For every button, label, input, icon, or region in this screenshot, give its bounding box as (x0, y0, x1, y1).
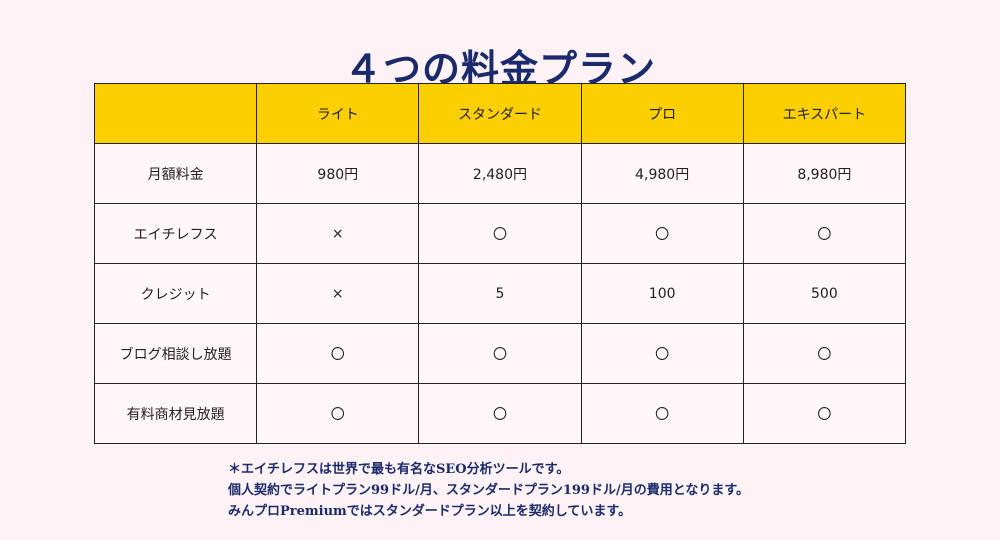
cell-value: 100 (580, 263, 744, 324)
cell-value: 980円 (256, 143, 420, 204)
cell-value: 4,980円 (580, 143, 744, 204)
row-label: 月額料金 (93, 143, 258, 204)
row-label: ブログ相談し放題 (93, 323, 258, 384)
table-body: 月額料金 980円 2,480円 4,980円 8,980円 エイチレフス × … (93, 143, 907, 444)
row-label: 有料商材見放題 (93, 383, 258, 444)
header-cell-standard: スタンダード (418, 83, 582, 144)
cell-value: 〇 (742, 323, 907, 384)
header-cell-light: ライト (256, 83, 420, 144)
footnote-line: ＊エイチレフスは世界で最も有名なSEO分析ツールです。 (228, 462, 570, 477)
table-header: ライト スタンダード プロ エキスパート (93, 83, 907, 144)
footnotes: ＊エイチレフスは世界で最も有名なSEO分析ツールです。 個人契約でライトプラン9… (228, 459, 928, 522)
cell-value: 〇 (418, 203, 582, 264)
header-cell-expert: エキスパート (742, 83, 907, 144)
cell-value: 〇 (580, 203, 744, 264)
cell-value: 〇 (256, 323, 420, 384)
cell-value: 500 (742, 263, 907, 324)
header-row: ライト スタンダード プロ エキスパート (93, 83, 907, 144)
table-row-credits: クレジット × 5 100 500 (93, 263, 907, 324)
cell-value: 2,480円 (418, 143, 582, 204)
header-cell-pro: プロ (580, 83, 744, 144)
footnote-line: みんプロPremiumではスタンダードプラン以上を契約しています。 (228, 504, 632, 519)
row-label: エイチレフス (93, 203, 258, 264)
table-row-blog-consult: ブログ相談し放題 〇 〇 〇 〇 (93, 323, 907, 384)
row-label: クレジット (93, 263, 258, 324)
cell-value: 8,980円 (742, 143, 907, 204)
cell-value: 〇 (580, 383, 744, 444)
cell-value: 〇 (742, 383, 907, 444)
cell-value: 〇 (742, 203, 907, 264)
table-row-ahrefs: エイチレフス × 〇 〇 〇 (93, 203, 907, 264)
pricing-table: ライト スタンダード プロ エキスパート 月額料金 980円 2,480円 4,… (93, 83, 907, 444)
cell-value: × (256, 263, 420, 324)
table-row-paid-materials: 有料商材見放題 〇 〇 〇 〇 (93, 383, 907, 444)
cell-value: 〇 (256, 383, 420, 444)
cell-value: 〇 (580, 323, 744, 384)
cell-value: 〇 (418, 323, 582, 384)
cell-value: 〇 (418, 383, 582, 444)
header-cell-empty (93, 83, 258, 144)
table-row-monthly-fee: 月額料金 980円 2,480円 4,980円 8,980円 (93, 143, 907, 204)
cell-value: 5 (418, 263, 582, 324)
cell-value: × (256, 203, 420, 264)
footnote-line: 個人契約でライトプラン99ドル/月、スタンダードプラン199ドル/月の費用となり… (228, 483, 750, 498)
